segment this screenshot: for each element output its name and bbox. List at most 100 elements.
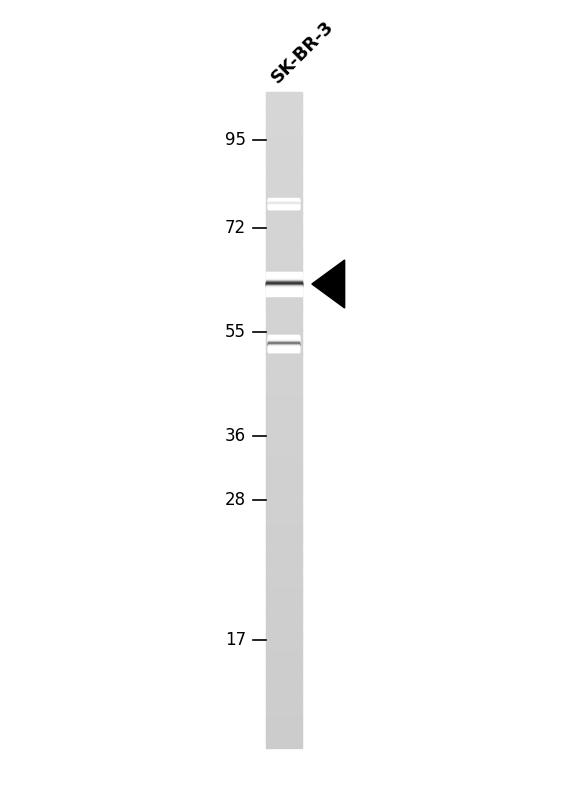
Bar: [266, 641, 302, 643]
Bar: [268, 335, 299, 337]
Bar: [268, 199, 299, 200]
Bar: [268, 199, 299, 200]
Bar: [266, 569, 302, 571]
Bar: [266, 695, 302, 698]
Bar: [266, 134, 302, 136]
Bar: [268, 203, 299, 204]
Bar: [266, 492, 302, 494]
Bar: [268, 347, 299, 348]
Bar: [266, 431, 302, 434]
Bar: [266, 290, 302, 291]
Bar: [266, 92, 302, 94]
Bar: [266, 226, 302, 228]
Bar: [266, 619, 302, 622]
Bar: [266, 604, 302, 606]
Bar: [268, 345, 299, 346]
Bar: [266, 114, 302, 117]
Bar: [268, 336, 299, 338]
Bar: [266, 462, 302, 464]
Bar: [266, 482, 302, 484]
Bar: [266, 498, 302, 502]
Bar: [266, 422, 302, 425]
Bar: [266, 197, 302, 199]
Bar: [266, 376, 302, 379]
Bar: [266, 374, 302, 377]
Bar: [266, 623, 302, 626]
Bar: [266, 411, 302, 414]
Bar: [266, 730, 302, 733]
Bar: [266, 391, 302, 394]
Bar: [266, 726, 302, 729]
Bar: [266, 671, 302, 674]
Bar: [266, 274, 302, 275]
Bar: [266, 199, 302, 202]
Bar: [266, 414, 302, 416]
Bar: [266, 342, 302, 344]
Bar: [266, 621, 302, 624]
Bar: [268, 335, 299, 336]
Bar: [266, 160, 302, 162]
Bar: [266, 302, 302, 305]
Bar: [266, 562, 302, 565]
Bar: [268, 206, 299, 207]
Bar: [266, 530, 302, 532]
Bar: [266, 292, 302, 294]
Bar: [266, 234, 302, 237]
Bar: [266, 282, 302, 285]
Bar: [268, 337, 299, 338]
Bar: [268, 336, 299, 337]
Bar: [268, 202, 299, 203]
Bar: [266, 173, 302, 175]
Bar: [266, 188, 302, 191]
Bar: [266, 507, 302, 510]
Bar: [266, 281, 302, 282]
Bar: [266, 566, 302, 569]
Bar: [266, 318, 302, 320]
Bar: [266, 542, 302, 545]
Bar: [266, 286, 302, 287]
Bar: [268, 203, 299, 204]
Bar: [266, 381, 302, 383]
Bar: [268, 204, 299, 206]
Bar: [268, 200, 299, 202]
Text: 55: 55: [225, 323, 246, 341]
Bar: [266, 744, 302, 746]
Bar: [266, 453, 302, 455]
Bar: [266, 310, 302, 314]
Bar: [268, 201, 299, 202]
Bar: [268, 346, 299, 348]
Bar: [266, 700, 302, 702]
Bar: [266, 742, 302, 744]
Bar: [268, 206, 299, 208]
Bar: [268, 343, 299, 344]
Bar: [266, 630, 302, 633]
Bar: [266, 293, 302, 294]
Bar: [266, 521, 302, 523]
Bar: [266, 319, 302, 322]
Bar: [266, 722, 302, 724]
Bar: [266, 293, 302, 296]
Bar: [268, 340, 299, 342]
Bar: [268, 350, 299, 351]
Bar: [266, 145, 302, 147]
Bar: [266, 282, 302, 283]
Bar: [266, 531, 302, 534]
Bar: [268, 340, 299, 341]
Bar: [266, 272, 302, 274]
Bar: [266, 96, 302, 99]
Bar: [266, 273, 302, 274]
Bar: [266, 103, 302, 106]
Bar: [266, 208, 302, 210]
Bar: [266, 98, 302, 101]
Bar: [266, 536, 302, 538]
Bar: [266, 291, 302, 293]
Bar: [266, 638, 302, 642]
Bar: [266, 564, 302, 567]
Bar: [266, 361, 302, 363]
Bar: [266, 282, 302, 284]
Bar: [266, 286, 302, 290]
Bar: [266, 272, 302, 273]
Bar: [266, 164, 302, 166]
Bar: [266, 127, 302, 130]
Bar: [266, 516, 302, 518]
